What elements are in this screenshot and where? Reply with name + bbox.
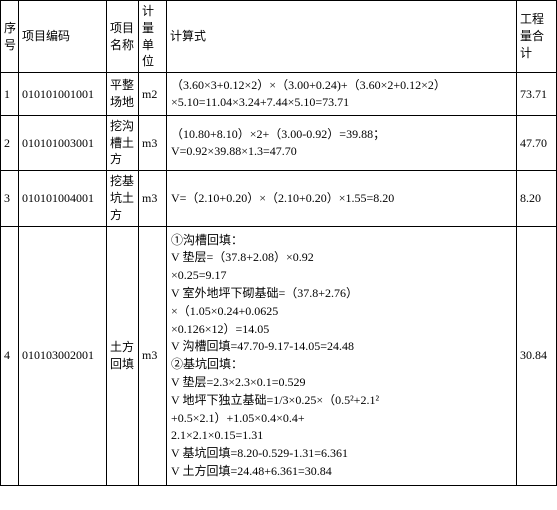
header-total: 工程量合计: [517, 1, 557, 73]
cell-seq: 2: [1, 115, 19, 170]
cell-seq: 4: [1, 226, 19, 485]
cell-name: 挖基坑土方: [107, 171, 139, 226]
formula-line: 2.1×2.1×0.15=1.31: [171, 427, 512, 444]
cell-name: 土方回填: [107, 226, 139, 485]
cell-formula: ①沟槽回填： V 垫层=（37.8+2.08）×0.92 ×0.25=9.17 …: [167, 226, 517, 485]
cell-total: 47.70: [517, 115, 557, 170]
table-row: 2 010101003001 挖沟槽土方 m3 （10.80+8.10）×2+（…: [1, 115, 557, 170]
formula-line: +0.5×2.1）+1.05×0.4×0.4+: [171, 410, 512, 427]
formula-line: V 沟槽回填=47.70-9.17-14.05=24.48: [171, 338, 512, 355]
formula-line: V 垫层=2.3×2.3×0.1=0.529: [171, 374, 512, 391]
header-unit: 计量单位: [139, 1, 167, 73]
cell-total: 73.71: [517, 73, 557, 116]
cell-formula: V=（2.10+0.20）×（2.10+0.20）×1.55=8.20: [167, 171, 517, 226]
formula-line: ②基坑回填：: [171, 356, 512, 373]
cell-total: 30.84: [517, 226, 557, 485]
cell-unit: m3: [139, 115, 167, 170]
cell-name: 挖沟槽土方: [107, 115, 139, 170]
cell-total: 8.20: [517, 171, 557, 226]
table-body: 1 010101001001 平整场地 m2 （3.60×3+0.12×2）×（…: [1, 73, 557, 486]
formula-line: ×（1.05×0.24+0.0625: [171, 303, 512, 320]
formula-line: V=0.92×39.88×1.3=47.70: [171, 143, 512, 160]
header-formula: 计算式: [167, 1, 517, 73]
cell-code: 010101003001: [19, 115, 107, 170]
formula-line: V 垫层=（37.8+2.08）×0.92: [171, 249, 512, 266]
formula-line: V 地坪下独立基础=1/3×0.25×（0.5²+2.1²: [171, 392, 512, 409]
formula-line: ①沟槽回填：: [171, 232, 512, 249]
table-row: 3 010101004001 挖基坑土方 m3 V=（2.10+0.20）×（2…: [1, 171, 557, 226]
formula-line: ×0.25=9.17: [171, 267, 512, 284]
cell-name: 平整场地: [107, 73, 139, 116]
cell-code: 010101001001: [19, 73, 107, 116]
cell-seq: 1: [1, 73, 19, 116]
table-row: 1 010101001001 平整场地 m2 （3.60×3+0.12×2）×（…: [1, 73, 557, 116]
cell-unit: m2: [139, 73, 167, 116]
cell-seq: 3: [1, 171, 19, 226]
formula-line: V 室外地坪下砌基础=（37.8+2.76）: [171, 285, 512, 302]
cell-unit: m3: [139, 226, 167, 485]
table-row: 4 010103002001 土方回填 m3 ①沟槽回填： V 垫层=（37.8…: [1, 226, 557, 485]
engineering-quantity-table: 序号 项目编码 项目名称 计量单位 计算式 工程量合计 1 0101010010…: [0, 0, 557, 486]
header-name: 项目名称: [107, 1, 139, 73]
cell-code: 010101004001: [19, 171, 107, 226]
formula-line: ×0.126×12）=14.05: [171, 321, 512, 338]
header-code: 项目编码: [19, 1, 107, 73]
header-seq: 序号: [1, 1, 19, 73]
cell-code: 010103002001: [19, 226, 107, 485]
formula-line: V 基坑回填=8.20-0.529-1.31=6.361: [171, 445, 512, 462]
cell-formula: （3.60×3+0.12×2）×（3.00+0.24)+（3.60×2+0.12…: [167, 73, 517, 116]
formula-line: V 土方回填=24.48+6.361=30.84: [171, 463, 512, 480]
formula-line: （10.80+8.10）×2+（3.00-0.92）=39.88；: [171, 126, 512, 143]
table-header-row: 序号 项目编码 项目名称 计量单位 计算式 工程量合计: [1, 1, 557, 73]
cell-formula: （10.80+8.10）×2+（3.00-0.92）=39.88； V=0.92…: [167, 115, 517, 170]
cell-unit: m3: [139, 171, 167, 226]
